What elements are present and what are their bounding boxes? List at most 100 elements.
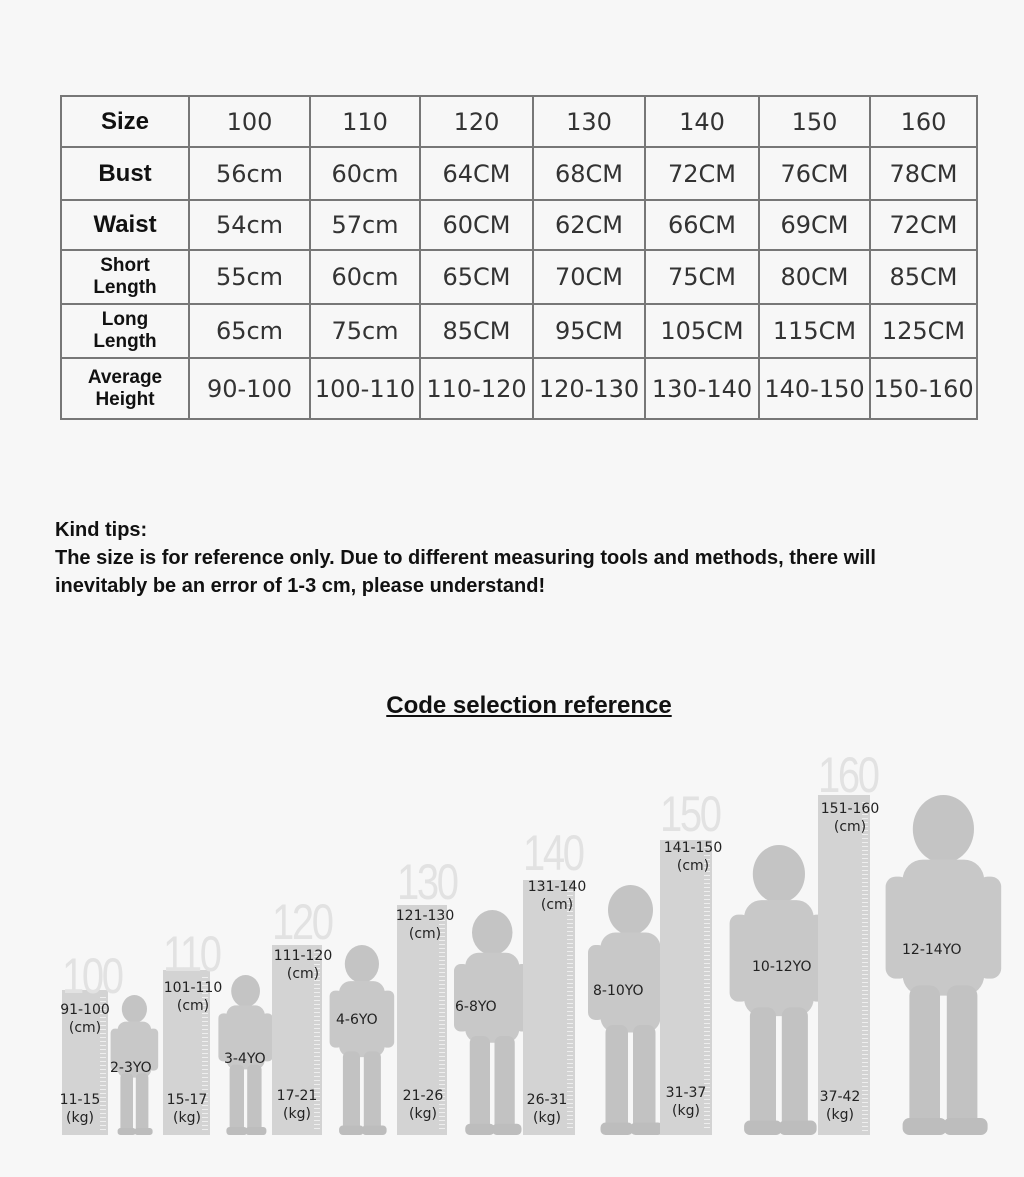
table-cell: 130 xyxy=(532,95,646,148)
height-unit: (cm) xyxy=(408,926,442,942)
size-number: 160 xyxy=(818,747,880,803)
table-cell: 65cm xyxy=(188,303,311,359)
table-cell: 68CM xyxy=(532,146,646,201)
weight-range: 26-31 (kg) xyxy=(527,1091,568,1127)
weight-range: 37-42 (kg) xyxy=(820,1088,861,1124)
table-cell: 72CM xyxy=(869,199,978,251)
age-label: 6-8YO xyxy=(455,999,497,1015)
height-ruler xyxy=(397,905,447,1135)
reference-title: Code selection reference xyxy=(386,692,672,719)
weight-value: 26-31 xyxy=(526,1092,568,1108)
height-value: 151-160 xyxy=(820,801,880,817)
height-unit: (cm) xyxy=(833,819,867,835)
table-cell: 150-160 xyxy=(869,357,978,420)
age-label: 3-4YO xyxy=(224,1051,266,1067)
table-cell: 57cm xyxy=(309,199,421,251)
table-cell: 90-100 xyxy=(188,357,311,420)
child-silhouette-icon xyxy=(454,910,531,1135)
table-cell: 120-130 xyxy=(532,357,646,420)
tips-text: The size is for reference only. Due to d… xyxy=(55,547,876,597)
table-row: Size 100 110 120 130 140 150 160 xyxy=(60,95,978,148)
table-cell: 110 xyxy=(309,95,421,148)
row-header: Long Length xyxy=(60,303,190,359)
weight-value: 11-15 xyxy=(59,1092,101,1108)
weight-unit: (kg) xyxy=(672,1103,700,1119)
table-cell: 75cm xyxy=(309,303,421,359)
table-cell: 56cm xyxy=(188,146,311,201)
size-number: 140 xyxy=(523,825,585,881)
weight-unit: (kg) xyxy=(826,1107,854,1123)
weight-range: 21-26 (kg) xyxy=(403,1087,444,1123)
row-header: Size xyxy=(60,95,190,148)
table-cell: 105CM xyxy=(644,303,760,359)
table-cell: 150 xyxy=(758,95,871,148)
weight-value: 15-17 xyxy=(166,1092,208,1108)
table-cell: 85CM xyxy=(869,249,978,305)
size-table: Size 100 110 120 130 140 150 160 Bust 56cm 60cm 64C… xyxy=(60,95,978,420)
height-ruler xyxy=(523,880,575,1135)
table-cell: 100-110 xyxy=(309,357,421,420)
height-value: 131-140 xyxy=(527,879,587,895)
table-cell: 160 xyxy=(869,95,978,148)
table-cell: 54cm xyxy=(188,199,311,251)
height-range: 131-140 (cm) xyxy=(528,878,587,914)
height-unit: (cm) xyxy=(286,966,320,982)
height-value: 91-100 xyxy=(60,1002,110,1018)
table-cell: 55cm xyxy=(188,249,311,305)
table-row: Bust 56cm 60cm 64CM 68CM 72CM 76CM 78CM xyxy=(60,146,978,201)
height-range: 121-130 (cm) xyxy=(396,907,455,943)
row-header: Average Height xyxy=(60,357,190,420)
table-cell: 60CM xyxy=(419,199,534,251)
table-cell: 76CM xyxy=(758,146,871,201)
age-label: 12-14YO xyxy=(902,942,962,958)
height-ruler xyxy=(660,840,712,1135)
height-unit: (cm) xyxy=(676,858,710,874)
weight-value: 21-26 xyxy=(402,1088,444,1104)
table-cell: 140 xyxy=(644,95,760,148)
table-cell: 62CM xyxy=(532,199,646,251)
table-cell: 115CM xyxy=(758,303,871,359)
height-range: 141-150 (cm) xyxy=(664,839,723,875)
kind-tips: Kind tips: The size is for reference onl… xyxy=(55,516,955,600)
age-label: 2-3YO xyxy=(110,1060,152,1076)
row-header: Waist xyxy=(60,199,190,251)
table-row: Waist 54cm 57cm 60CM 62CM 66CM 69CM 72CM xyxy=(60,199,978,251)
height-unit: (cm) xyxy=(176,998,210,1014)
height-range: 111-120 (cm) xyxy=(274,947,333,983)
height-unit: (cm) xyxy=(540,897,574,913)
height-range: 151-160 (cm) xyxy=(821,800,880,836)
table-cell: 85CM xyxy=(419,303,534,359)
weight-unit: (kg) xyxy=(533,1110,561,1126)
age-label: 10-12YO xyxy=(752,959,812,975)
child-silhouette-icon xyxy=(110,995,159,1135)
table-cell: 72CM xyxy=(644,146,760,201)
table-row: Short Length 55cm 60cm 65CM 70CM 75CM 80CM 85CM xyxy=(60,249,978,305)
child-silhouette-icon xyxy=(329,945,395,1135)
height-value: 141-150 xyxy=(663,840,723,856)
tips-heading: Kind tips: xyxy=(55,519,148,541)
table-cell: 120 xyxy=(419,95,534,148)
table-cell: 110-120 xyxy=(419,357,534,420)
size-number: 130 xyxy=(397,854,459,910)
row-header: Short Length xyxy=(60,249,190,305)
table-cell: 125CM xyxy=(869,303,978,359)
child-silhouette-icon xyxy=(729,845,829,1135)
table-cell: 60cm xyxy=(309,249,421,305)
height-ruler xyxy=(163,970,210,1135)
height-range: 91-100 (cm) xyxy=(60,1001,110,1037)
weight-unit: (kg) xyxy=(66,1110,94,1126)
height-range: 101-110 (cm) xyxy=(164,979,223,1015)
weight-value: 17-21 xyxy=(276,1088,318,1104)
size-number: 110 xyxy=(163,926,222,982)
table-cell: 64CM xyxy=(419,146,534,201)
table-cell: 65CM xyxy=(419,249,534,305)
table-cell: 100 xyxy=(188,95,311,148)
weight-range: 17-21 (kg) xyxy=(277,1087,318,1123)
weight-range: 31-37 (kg) xyxy=(666,1084,707,1120)
weight-range: 11-15 (kg) xyxy=(60,1091,101,1127)
size-number: 120 xyxy=(272,894,334,950)
table-row: Long Length 65cm 75cm 85CM 95CM 105CM 115CM 125… xyxy=(60,303,978,359)
size-number: 100 xyxy=(62,948,124,1004)
weight-value: 37-42 xyxy=(819,1089,861,1105)
table-row: Average Height 90-100 100-110 110-120 120-13… xyxy=(60,357,978,420)
